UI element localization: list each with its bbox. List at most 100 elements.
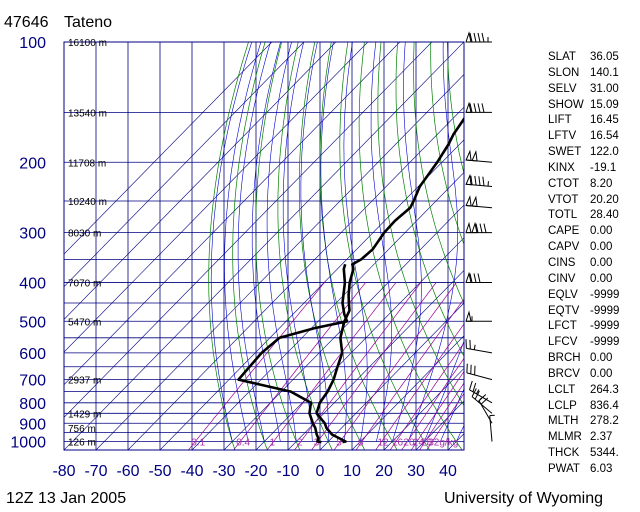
- dry-adiabat: [413, 42, 464, 305]
- index-row: SLAT 36.05: [548, 50, 638, 66]
- temperature-tick-label: 0: [316, 463, 325, 480]
- index-row: CINV 0.00: [548, 272, 638, 288]
- index-value: 16.45: [590, 114, 619, 127]
- stability-indices-table: SLAT 36.05 SLON 140.1 SELV 31.00 SHOW 15.09 LIFT…: [548, 50, 638, 478]
- wind-barb: [489, 414, 495, 442]
- index-row: PWAT 6.03: [548, 462, 638, 478]
- wind-barb: [465, 31, 492, 43]
- skewed-isotherm: [95, 74, 464, 450]
- wind-barb-flag: [465, 101, 472, 113]
- index-value: 0.00: [590, 272, 613, 285]
- temperature-tick-label: 40: [439, 463, 457, 480]
- station-id: 47646: [4, 14, 49, 31]
- height-label: 8030 m: [68, 229, 101, 240]
- dry-adiabat: [377, 42, 464, 407]
- index-row: BRCV 0.00: [548, 367, 638, 383]
- index-value: -9999: [590, 288, 620, 301]
- wind-barb-full: [477, 103, 481, 113]
- index-name: CINS: [548, 256, 576, 269]
- index-value: 0.00: [590, 256, 613, 269]
- index-row: EQLV -9999: [548, 288, 638, 304]
- wind-barb-flag: [465, 271, 472, 284]
- temperature-tick-label: -30: [212, 463, 235, 480]
- index-value: 0.00: [590, 241, 613, 254]
- index-name: KINX: [548, 161, 575, 174]
- moist-adiabat: [237, 42, 271, 442]
- temperature-tick-label: -40: [180, 463, 203, 480]
- wind-barb-full: [473, 103, 477, 113]
- dry-adiabat: [339, 42, 430, 450]
- height-label: 16100 m: [68, 38, 107, 49]
- mixing-ratio-line: [411, 370, 464, 450]
- observation-time: 12Z 13 Jan 2005: [6, 490, 127, 507]
- index-value: -9999: [590, 320, 620, 333]
- mixing-ratio-line: [333, 282, 457, 450]
- temperature-tick-label: -60: [116, 463, 139, 480]
- index-row: KINX -19.1: [548, 161, 638, 177]
- skewed-isotherm: [159, 139, 464, 450]
- mixing-ratio-label: 5: [336, 438, 342, 449]
- wind-barb-full: [469, 380, 473, 390]
- index-name: LFCV: [548, 336, 578, 349]
- wind-barb-full: [473, 273, 477, 283]
- dry-adiabat: [208, 42, 249, 450]
- index-value: 20.20: [590, 193, 619, 206]
- pressure-tick-label: 1000: [10, 435, 46, 452]
- wind-barb-full: [471, 388, 477, 397]
- index-value: 122.0: [590, 146, 619, 159]
- index-row: THCK 5344.: [548, 446, 638, 462]
- index-name: BRCH: [548, 352, 581, 365]
- moist-adiabat: [370, 42, 393, 442]
- wind-barb-full: [478, 176, 481, 186]
- index-name: THCK: [548, 447, 580, 460]
- index-value: 0.00: [590, 225, 613, 238]
- index-row: LCLT 264.3: [548, 383, 638, 399]
- index-row: CINS 0.00: [548, 256, 638, 272]
- wind-barb-flag: [465, 31, 472, 43]
- wind-barb-staff: [466, 372, 493, 381]
- wind-barb-full: [480, 397, 489, 405]
- skewed-isotherm: [64, 42, 337, 320]
- index-value: 0.00: [590, 352, 613, 365]
- temperature-tick-label: -10: [276, 463, 299, 480]
- wind-barb-full: [469, 32, 473, 43]
- wind-barb-full: [469, 273, 473, 283]
- wind-barb-flag: [465, 310, 472, 322]
- index-value: 0.00: [590, 367, 613, 380]
- skewed-isotherm: [64, 42, 401, 386]
- pressure-tick-label: 200: [19, 155, 46, 172]
- dry-adiabat: [430, 42, 464, 246]
- index-value: 836.4: [590, 399, 619, 412]
- temperature-tick-label: -70: [84, 463, 107, 480]
- dewpoint-profile-line: [237, 263, 349, 444]
- index-row: LIFT 16.45: [548, 113, 638, 129]
- wind-barb-staff: [469, 389, 493, 404]
- skewed-isotherm: [64, 42, 433, 418]
- index-name: MLMR: [548, 431, 582, 444]
- index-value: 31.00: [590, 82, 619, 95]
- wind-barb-half: [475, 389, 480, 395]
- index-row: SELV 31.00: [548, 82, 638, 98]
- pressure-tick-label: 400: [19, 276, 46, 293]
- mixing-ratio-label: 16: [392, 438, 404, 449]
- index-name: LCLP: [548, 399, 577, 412]
- index-row: SLON 140.1: [548, 66, 638, 82]
- index-value: 6.03: [590, 462, 613, 475]
- wind-barb-full: [472, 382, 477, 392]
- index-value: -19.1: [590, 161, 617, 174]
- index-value: -9999: [590, 336, 620, 349]
- wind-barb-full: [483, 223, 487, 233]
- index-value: 16.54: [590, 130, 619, 143]
- wind-barb-flag: [471, 221, 478, 234]
- pressure-tick-label: 800: [19, 396, 46, 413]
- wind-barb-flag: [465, 149, 472, 161]
- wind-barb-full: [473, 32, 477, 43]
- wind-barb-flag: [465, 173, 472, 186]
- index-name: EQTV: [548, 304, 580, 317]
- credit-label: University of Wyoming: [444, 490, 604, 507]
- wind-barb-full: [481, 103, 485, 113]
- index-name: LCLT: [548, 383, 576, 396]
- wind-barb-staff: [471, 396, 493, 414]
- index-row: LFTV 16.54: [548, 129, 638, 145]
